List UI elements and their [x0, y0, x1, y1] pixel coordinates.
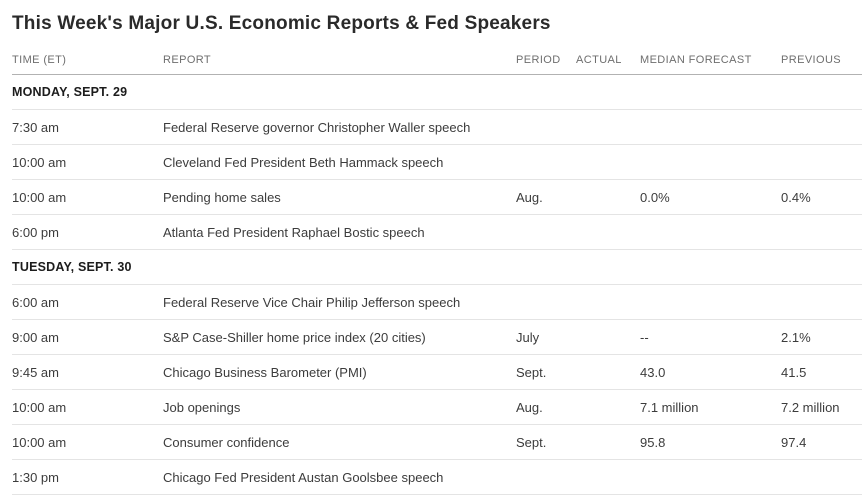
report-cell: S&P Case-Shiller home price index (20 ci…: [163, 329, 426, 345]
period-cell: Sept.: [516, 434, 547, 450]
median-forecast-cell: 95.8: [640, 434, 666, 450]
median-forecast-cell: --: [640, 329, 649, 345]
period-cell: Aug.: [516, 189, 543, 205]
page-title: This Week's Major U.S. Economic Reports …: [12, 13, 551, 34]
report-cell: Federal Reserve governor Christopher Wal…: [163, 119, 471, 135]
period-cell: Aug.: [516, 399, 543, 415]
time-cell: 1:30 pm: [12, 469, 59, 485]
table-row: 9:45 am Chicago Business Barometer (PMI)…: [12, 355, 862, 390]
period-cell: July: [516, 329, 540, 345]
table-header-row: TIME (ET) REPORT PERIOD ACTUAL MEDIAN FO…: [12, 34, 862, 75]
column-header-period: PERIOD: [516, 54, 561, 66]
previous-cell: 97.4: [781, 434, 807, 450]
section-header-tuesday: TUESDAY, SEPT. 30: [12, 250, 862, 285]
section-header-label: TUESDAY, SEPT. 30: [12, 260, 132, 274]
previous-cell: 41.5: [781, 364, 807, 380]
table-row: 10:00 am Pending home sales Aug. 0.0% 0.…: [12, 180, 862, 215]
table-row: 10:00 am Job openings Aug. 7.1 million 7…: [12, 390, 862, 425]
previous-cell: 7.2 million: [781, 399, 840, 415]
report-cell: Consumer confidence: [163, 434, 290, 450]
previous-cell: 0.4%: [781, 189, 811, 205]
previous-cell: 2.1%: [781, 329, 811, 345]
table-row: 10:00 am Cleveland Fed President Beth Ha…: [12, 145, 862, 180]
column-header-actual: ACTUAL: [576, 54, 622, 66]
median-forecast-cell: 0.0%: [640, 189, 670, 205]
table-row: 1:30 pm Chicago Fed President Austan Goo…: [12, 460, 862, 495]
column-header-median-forecast: MEDIAN FORECAST: [640, 54, 752, 66]
report-cell: Atlanta Fed President Raphael Bostic spe…: [163, 224, 425, 240]
report-cell: Pending home sales: [163, 189, 281, 205]
column-header-previous: PREVIOUS: [781, 54, 842, 66]
time-cell: 10:00 am: [12, 189, 67, 205]
table-row: 6:00 pm Atlanta Fed President Raphael Bo…: [12, 215, 862, 250]
time-cell: 10:00 am: [12, 434, 67, 450]
table-row: 7:30 am Federal Reserve governor Christo…: [12, 110, 862, 145]
table-row: 10:00 am Consumer confidence Sept. 95.8 …: [12, 425, 862, 460]
median-forecast-cell: 7.1 million: [640, 399, 699, 415]
economic-calendar-table: TIME (ET) REPORT PERIOD ACTUAL MEDIAN FO…: [12, 34, 862, 495]
table-row: 9:00 am S&P Case-Shiller home price inde…: [12, 320, 862, 355]
time-cell: 10:00 am: [12, 154, 67, 170]
time-cell: 6:00 am: [12, 294, 59, 310]
time-cell: 9:00 am: [12, 329, 59, 345]
report-cell: Chicago Fed President Austan Goolsbee sp…: [163, 469, 444, 485]
time-cell: 6:00 pm: [12, 224, 59, 240]
time-cell: 7:30 am: [12, 119, 59, 135]
report-cell: Cleveland Fed President Beth Hammack spe…: [163, 154, 444, 170]
section-header-label: MONDAY, SEPT. 29: [12, 85, 128, 99]
median-forecast-cell: 43.0: [640, 364, 666, 380]
report-cell: Federal Reserve Vice Chair Philip Jeffer…: [163, 294, 461, 310]
time-cell: 10:00 am: [12, 399, 67, 415]
report-cell: Chicago Business Barometer (PMI): [163, 364, 367, 380]
column-header-time: TIME (ET): [12, 54, 67, 66]
period-cell: Sept.: [516, 364, 547, 380]
section-header-monday: MONDAY, SEPT. 29: [12, 75, 862, 110]
column-header-report: REPORT: [163, 54, 212, 66]
time-cell: 9:45 am: [12, 364, 59, 380]
report-cell: Job openings: [163, 399, 241, 415]
table-row: 6:00 am Federal Reserve Vice Chair Phili…: [12, 285, 862, 320]
